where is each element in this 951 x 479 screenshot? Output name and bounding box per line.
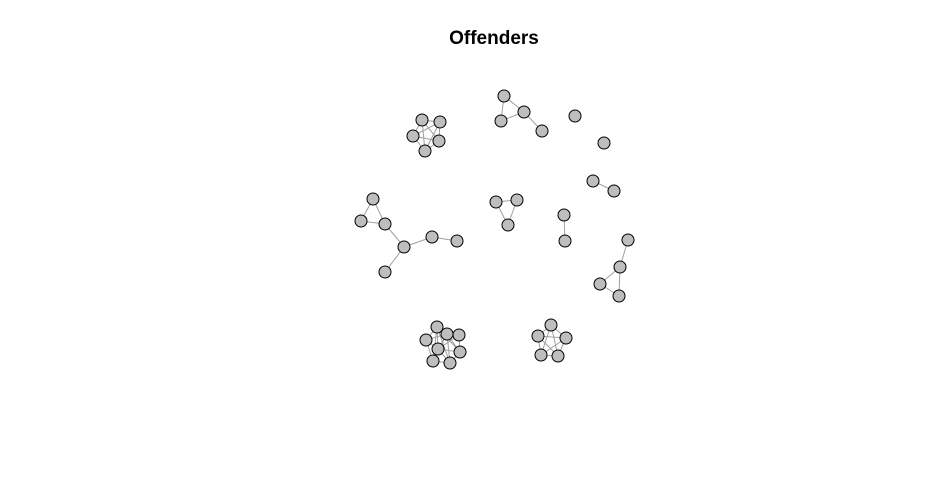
graph-node (418, 144, 432, 158)
graph-node (432, 134, 446, 148)
graph-node (431, 342, 445, 356)
graph-node (497, 89, 511, 103)
plot-title: Offenders (449, 28, 539, 49)
graph-node (453, 345, 467, 359)
graph-node (544, 318, 558, 332)
graph-node (494, 114, 508, 128)
graph-node (593, 277, 607, 291)
graph-node (366, 192, 380, 206)
graph-node (450, 234, 464, 248)
graph-node (612, 289, 626, 303)
edges-layer (360, 95, 629, 364)
graph-node (415, 113, 429, 127)
graph-node (607, 184, 621, 198)
graph-node (433, 115, 447, 129)
graph-node (613, 260, 627, 274)
graph-node (426, 354, 440, 368)
graph-node (440, 327, 454, 341)
graph-node (621, 233, 635, 247)
graph-node (489, 195, 503, 209)
graph-node (559, 331, 573, 345)
graph-node (452, 328, 466, 342)
graph-node (406, 129, 420, 143)
graph-node (568, 109, 582, 123)
graph-node (531, 329, 545, 343)
graph-node (419, 333, 433, 347)
graph-node (430, 320, 444, 334)
nodes-layer (354, 89, 635, 370)
graph-node (510, 193, 524, 207)
graph-node (534, 348, 548, 362)
graph-node (535, 124, 549, 138)
graph-node (443, 356, 457, 370)
graph-node (597, 136, 611, 150)
graph-node (378, 265, 392, 279)
graph-node (517, 105, 531, 119)
graph-node (558, 234, 572, 248)
graph-node (586, 174, 600, 188)
graph-node (557, 208, 571, 222)
graph-node (354, 214, 368, 228)
graph-node (501, 218, 515, 232)
graph-node (397, 240, 411, 254)
graph-node (425, 230, 439, 244)
graph-node (551, 349, 565, 363)
graph-node (378, 217, 392, 231)
